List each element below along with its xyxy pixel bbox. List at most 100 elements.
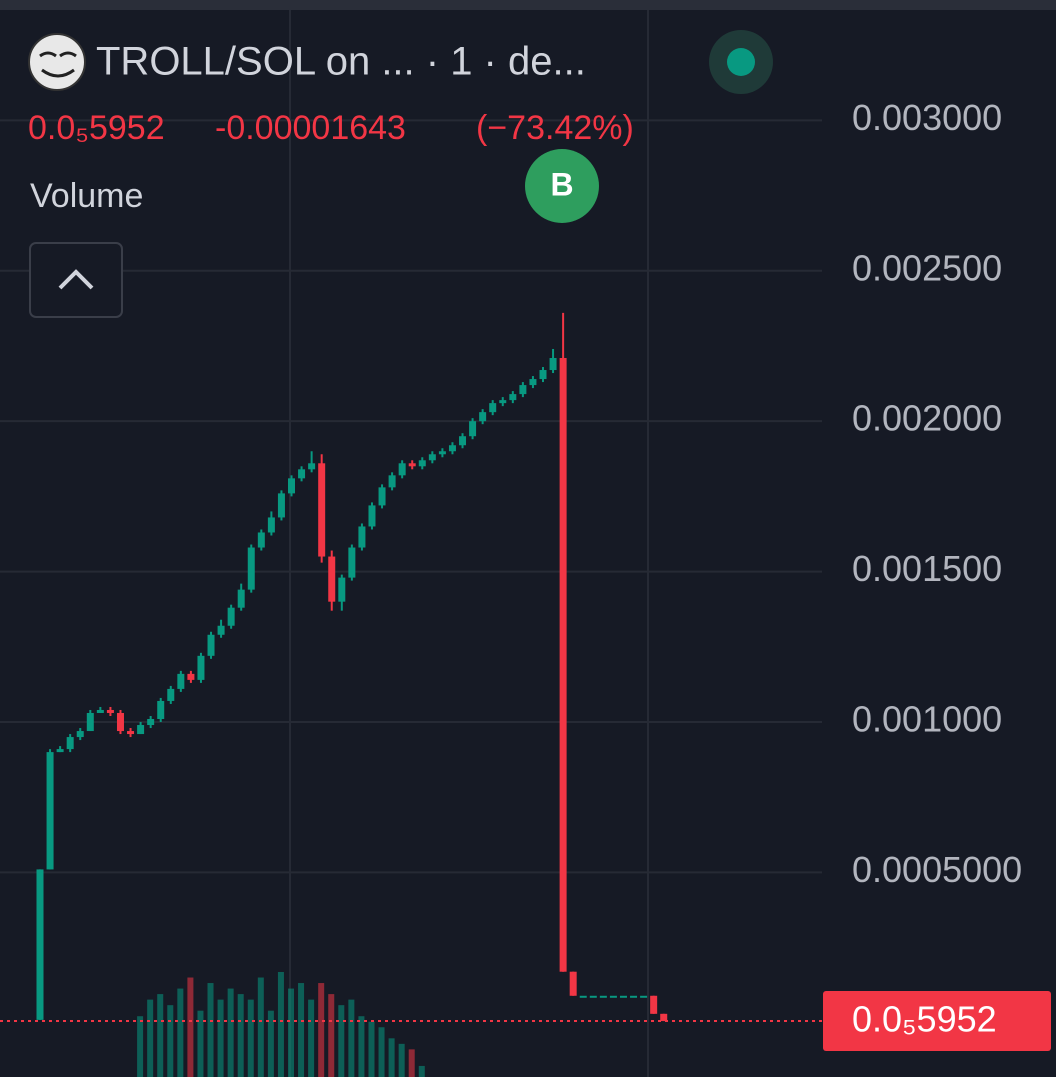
volume-bar bbox=[207, 983, 214, 1077]
volume-bar bbox=[368, 1021, 375, 1077]
y-tick-label: 0.0005000 bbox=[852, 849, 1022, 890]
last-price: 0.0₅5952 bbox=[28, 109, 165, 147]
candle-body bbox=[640, 995, 648, 998]
candle-body bbox=[257, 532, 265, 548]
buy-marker bbox=[525, 149, 599, 223]
candle-body bbox=[237, 589, 245, 608]
volume-bar bbox=[147, 999, 154, 1077]
volume-bar bbox=[237, 994, 244, 1077]
volume-bar bbox=[137, 1016, 144, 1077]
candle-body bbox=[308, 463, 316, 470]
candle-body bbox=[247, 547, 255, 590]
candle-body bbox=[448, 445, 456, 452]
candle-body bbox=[318, 463, 326, 557]
candle-body bbox=[277, 493, 285, 518]
candle-body bbox=[127, 731, 135, 735]
volume-bar bbox=[197, 1010, 204, 1077]
volume-bar bbox=[277, 972, 284, 1077]
candle-body bbox=[137, 725, 145, 735]
volume-legend: Volume bbox=[30, 177, 143, 215]
volume-bar bbox=[378, 1027, 385, 1077]
volume-bar bbox=[408, 1049, 415, 1077]
header: TROLL/SOL on ... · 1 · de... 0.0₅5952 -0… bbox=[28, 30, 773, 318]
candle-body bbox=[599, 995, 607, 998]
candle-body bbox=[479, 412, 487, 422]
last-price-tag bbox=[823, 991, 1051, 1052]
y-tick-label: 0.003000 bbox=[852, 97, 1002, 138]
y-tick-label: 0.001500 bbox=[852, 548, 1002, 589]
token-icon-face bbox=[39, 51, 77, 78]
volume-bar bbox=[227, 988, 234, 1077]
candle-body bbox=[630, 995, 638, 998]
candle-body bbox=[167, 688, 175, 701]
last-price-tag-label: 0.0₅5952 bbox=[852, 999, 997, 1040]
volume-bar bbox=[388, 1038, 395, 1077]
candle-body bbox=[348, 547, 356, 578]
collapse-button[interactable] bbox=[29, 242, 123, 318]
candle-body bbox=[539, 370, 547, 380]
candle-body bbox=[378, 487, 386, 506]
candle-body bbox=[66, 737, 74, 750]
candle-body bbox=[96, 709, 104, 713]
candle-body bbox=[288, 478, 295, 494]
price-change-pct: (−73.42%) bbox=[476, 109, 634, 147]
y-tick-label: 0.001000 bbox=[852, 699, 1002, 740]
volume-bar bbox=[187, 977, 194, 1077]
candle-body bbox=[56, 749, 64, 753]
candle-body bbox=[418, 460, 426, 467]
candle-body bbox=[36, 869, 44, 1020]
candle-body bbox=[368, 505, 376, 527]
candle-body bbox=[76, 731, 84, 738]
candle-body bbox=[157, 700, 165, 720]
volume-bar bbox=[298, 983, 305, 1077]
candle-body bbox=[579, 995, 587, 998]
candle-body bbox=[116, 712, 124, 732]
top-bar bbox=[0, 0, 1056, 10]
candle-body bbox=[267, 517, 275, 533]
chart-title: TROLL/SOL on ... · 1 · de... bbox=[96, 40, 586, 84]
volume-bar bbox=[217, 999, 224, 1077]
volume-bar bbox=[338, 1005, 345, 1077]
candle-body bbox=[569, 971, 577, 996]
candle-body bbox=[469, 421, 477, 437]
volume-bar bbox=[177, 988, 184, 1077]
candle-body bbox=[529, 379, 537, 386]
token-icon bbox=[28, 33, 86, 91]
candle-body bbox=[559, 357, 567, 972]
buy-marker-label: B bbox=[550, 166, 573, 202]
candle-body bbox=[589, 995, 597, 998]
candle-body bbox=[499, 400, 507, 404]
candle-body bbox=[338, 577, 346, 602]
candle-body bbox=[650, 995, 658, 1014]
candle-body bbox=[489, 403, 497, 413]
volume-bar bbox=[267, 1010, 274, 1077]
candle-body bbox=[106, 709, 114, 713]
candle-body bbox=[227, 607, 235, 626]
candle-body bbox=[388, 475, 396, 488]
candle-body bbox=[459, 436, 467, 446]
candle-body bbox=[86, 712, 94, 732]
candle-body bbox=[197, 655, 205, 680]
grid bbox=[0, 10, 822, 1077]
candle-body bbox=[660, 1013, 668, 1022]
candle-body bbox=[438, 451, 446, 455]
volume-bar bbox=[318, 983, 325, 1077]
candle-body bbox=[519, 385, 527, 395]
volume-bar bbox=[328, 994, 335, 1077]
candle-body bbox=[408, 463, 416, 467]
candle-body bbox=[207, 634, 215, 656]
candle-body bbox=[298, 469, 306, 479]
volume-bar bbox=[257, 977, 264, 1077]
plot bbox=[0, 312, 822, 1077]
candle-body bbox=[147, 719, 155, 726]
candle-body bbox=[328, 556, 336, 602]
candle-body bbox=[46, 752, 54, 870]
candle-body bbox=[398, 463, 406, 476]
candle-body bbox=[549, 357, 557, 371]
status-dot bbox=[727, 48, 755, 76]
candle-body bbox=[177, 673, 185, 689]
candle-body bbox=[428, 454, 436, 461]
price-change: -0.00001643 bbox=[215, 109, 406, 147]
candle-body bbox=[187, 673, 195, 680]
candle-body bbox=[358, 526, 366, 548]
